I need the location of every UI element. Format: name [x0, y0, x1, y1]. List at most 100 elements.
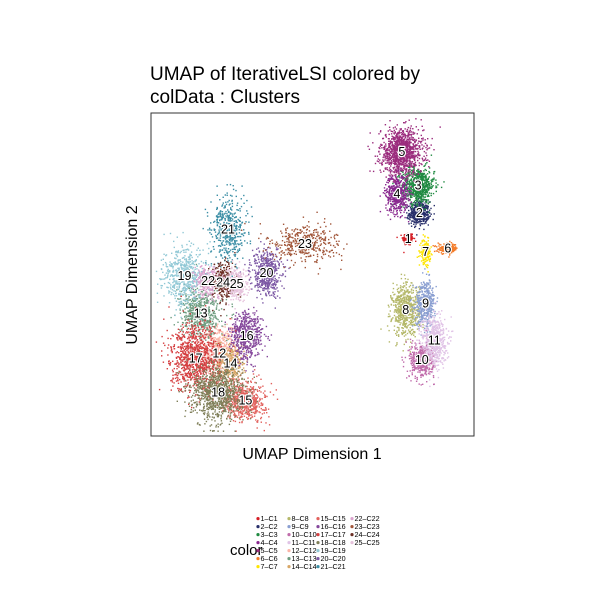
point	[385, 133, 387, 136]
point	[410, 154, 412, 156]
point	[401, 162, 403, 164]
point	[393, 179, 395, 181]
point	[408, 132, 410, 134]
point	[404, 122, 406, 124]
point	[403, 361, 405, 363]
point	[433, 302, 435, 305]
point	[415, 203, 417, 205]
point	[389, 143, 392, 145]
point	[410, 172, 413, 175]
point	[385, 157, 387, 159]
point	[406, 281, 408, 283]
point	[392, 200, 394, 202]
point	[399, 319, 401, 321]
point	[410, 131, 413, 133]
point	[395, 310, 397, 312]
point	[425, 290, 427, 292]
point	[410, 355, 412, 358]
point	[395, 174, 397, 176]
point	[400, 211, 402, 214]
point	[397, 170, 399, 172]
point	[408, 119, 410, 121]
point	[417, 190, 420, 192]
point	[407, 150, 410, 153]
point	[424, 206, 426, 208]
point	[423, 191, 426, 194]
point	[412, 191, 414, 193]
point	[388, 159, 390, 161]
point	[426, 213, 428, 216]
point	[403, 190, 405, 193]
point	[422, 186, 425, 189]
point	[399, 163, 401, 165]
point	[414, 206, 416, 209]
point	[422, 349, 424, 351]
point	[416, 214, 418, 216]
point	[394, 176, 397, 178]
point	[420, 184, 423, 187]
point	[411, 152, 413, 155]
point	[440, 252, 443, 254]
point	[415, 206, 417, 208]
point	[399, 148, 401, 150]
point	[425, 179, 427, 182]
point	[443, 243, 445, 245]
point	[428, 172, 431, 174]
point	[391, 130, 394, 133]
point	[451, 245, 453, 248]
point	[399, 168, 401, 171]
point	[403, 160, 405, 163]
point	[416, 220, 419, 222]
point	[395, 177, 397, 179]
point	[411, 213, 413, 215]
point	[420, 140, 423, 143]
point	[403, 122, 405, 124]
point	[415, 178, 418, 180]
point	[398, 154, 400, 157]
point	[419, 175, 421, 177]
point	[401, 150, 403, 152]
point	[416, 192, 418, 195]
point	[402, 331, 405, 333]
point	[409, 145, 411, 147]
point	[403, 343, 405, 346]
point	[424, 142, 427, 145]
point	[390, 195, 393, 197]
point	[397, 299, 399, 302]
point	[418, 198, 420, 200]
point	[440, 244, 442, 246]
point	[409, 192, 411, 194]
point	[417, 184, 420, 186]
point	[425, 287, 427, 289]
point	[396, 194, 398, 196]
point	[420, 142, 422, 144]
point	[414, 219, 416, 221]
point	[427, 283, 430, 286]
point	[389, 208, 391, 210]
point	[387, 196, 389, 199]
point	[455, 247, 457, 249]
point	[407, 175, 409, 177]
point	[399, 192, 401, 194]
point	[419, 244, 421, 246]
point	[386, 191, 389, 193]
point	[387, 153, 389, 155]
point	[402, 161, 405, 164]
point	[384, 162, 387, 164]
point	[409, 213, 412, 216]
point	[390, 205, 392, 208]
point	[423, 290, 426, 293]
point	[411, 292, 413, 294]
point	[409, 151, 411, 153]
point	[418, 205, 420, 207]
point	[418, 322, 420, 324]
point	[404, 293, 406, 296]
point	[409, 131, 411, 133]
point	[393, 208, 395, 210]
point	[419, 285, 421, 288]
point	[427, 237, 430, 239]
point	[390, 185, 393, 187]
point	[422, 190, 424, 192]
point	[419, 223, 421, 225]
point	[408, 213, 410, 215]
